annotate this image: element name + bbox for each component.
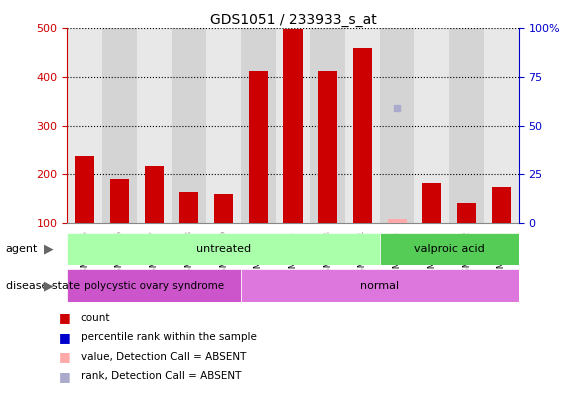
Bar <box>275 28 311 223</box>
Bar <box>380 28 414 223</box>
Bar <box>345 28 380 223</box>
Text: ▶: ▶ <box>44 279 53 292</box>
Bar <box>206 28 241 223</box>
Bar <box>484 28 519 223</box>
Text: normal: normal <box>360 281 399 290</box>
Bar <box>248 70 268 223</box>
Text: polycystic ovary syndrome: polycystic ovary syndrome <box>84 281 224 290</box>
Text: percentile rank within the sample: percentile rank within the sample <box>81 333 257 342</box>
Bar <box>284 29 302 223</box>
Bar <box>241 28 275 223</box>
Bar <box>311 28 345 223</box>
Bar <box>67 28 102 223</box>
Text: agent: agent <box>6 244 38 254</box>
Text: count: count <box>81 313 110 323</box>
Bar <box>214 194 233 223</box>
Bar <box>457 203 476 223</box>
Bar <box>387 219 407 223</box>
Bar <box>449 28 484 223</box>
Text: ■: ■ <box>59 311 70 324</box>
Bar <box>102 28 137 223</box>
Text: ■: ■ <box>59 350 70 363</box>
Bar <box>414 28 449 223</box>
Text: ■: ■ <box>59 331 70 344</box>
Text: value, Detection Call = ABSENT: value, Detection Call = ABSENT <box>81 352 246 362</box>
Text: disease state: disease state <box>6 281 80 290</box>
Bar <box>380 233 519 265</box>
Bar <box>492 187 511 223</box>
Bar <box>172 28 206 223</box>
Text: ■: ■ <box>59 370 70 383</box>
Bar <box>179 192 199 223</box>
Text: valproic acid: valproic acid <box>414 244 485 254</box>
Bar <box>137 28 172 223</box>
Bar <box>67 269 241 302</box>
Text: ▶: ▶ <box>44 243 53 256</box>
Bar <box>110 179 129 223</box>
Title: GDS1051 / 233933_s_at: GDS1051 / 233933_s_at <box>210 13 376 27</box>
Bar <box>353 48 372 223</box>
Bar <box>318 70 338 223</box>
Text: rank, Detection Call = ABSENT: rank, Detection Call = ABSENT <box>81 371 241 381</box>
Bar <box>67 233 380 265</box>
Bar <box>241 269 519 302</box>
Bar <box>145 166 163 223</box>
Bar <box>423 183 441 223</box>
Bar <box>75 156 94 223</box>
Text: untreated: untreated <box>196 244 251 254</box>
